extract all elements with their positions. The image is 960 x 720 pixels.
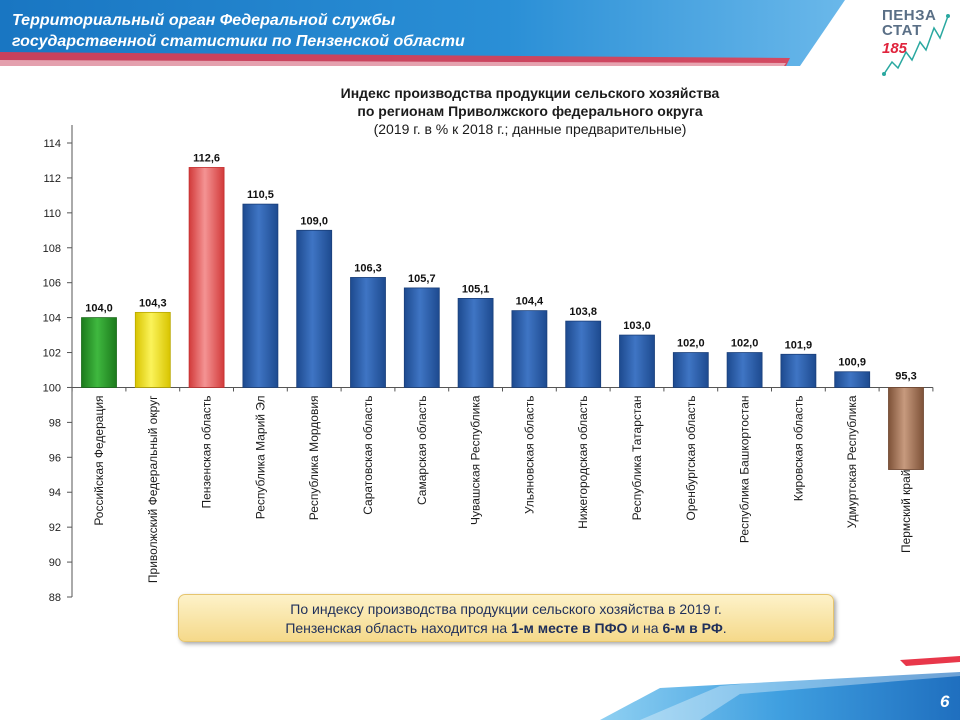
value-label: 105,7 (408, 273, 436, 285)
value-label: 112,6 (193, 152, 220, 164)
y-tick-label: 88 (49, 592, 61, 604)
category-label: Российская Федерация (92, 395, 106, 525)
category-label: Республика Татарстан (630, 395, 644, 520)
bar-10 (565, 320, 602, 388)
category-label: Пермский край (899, 470, 913, 554)
value-label: 110,5 (247, 189, 274, 201)
y-tick-label: 114 (43, 138, 61, 150)
y-tick-label: 102 (43, 348, 61, 360)
bar-11 (619, 334, 655, 388)
value-label: 101,9 (785, 339, 813, 351)
value-label: 105,1 (462, 283, 490, 295)
logo-word-stat: СТАТ (882, 22, 922, 39)
y-tick-label: 110 (43, 208, 61, 220)
logo-graph-icon (882, 14, 950, 76)
chart-title: Индекс производства продукции сельского … (260, 84, 800, 120)
header-title-line-1: Территориальный орган Федеральной службы (12, 12, 396, 29)
y-tick-label: 90 (49, 557, 61, 569)
bar-6 (350, 277, 386, 388)
y-tick-label: 92 (49, 522, 61, 534)
bar-5 (296, 229, 333, 388)
category-label: Республика Башкортостан (738, 395, 752, 543)
bar-16 (888, 387, 924, 470)
bar-13 (726, 352, 763, 388)
value-label: 103,0 (623, 320, 651, 332)
page-number: 6 (940, 692, 950, 711)
category-label: Кировская область (791, 395, 805, 501)
bar-7 (403, 287, 440, 388)
callout-text-a: Пензенская область находится на (285, 620, 512, 636)
callout-text-c: . (722, 620, 727, 636)
value-label: 104,4 (516, 296, 544, 308)
value-label: 100,9 (838, 357, 866, 369)
bar-14 (780, 353, 817, 388)
value-label: 104,0 (85, 303, 113, 315)
category-label: Приволжский Федеральный округ (146, 395, 160, 583)
callout-text-b: и на (627, 620, 663, 636)
y-tick-label: 112 (43, 173, 61, 185)
y-tick-label: 108 (43, 243, 61, 255)
y-tick-label: 96 (49, 452, 61, 464)
chart-subtitle: (2019 г. в % к 2018 г.; данные предварит… (373, 121, 687, 137)
category-label: Пензенская область (200, 395, 214, 508)
bar-4 (242, 203, 279, 388)
bar-9 (511, 310, 548, 388)
bar-1 (81, 317, 117, 388)
value-label: 102,0 (677, 338, 705, 350)
category-label: Ульяновская область (522, 395, 536, 514)
bar-15 (834, 371, 871, 388)
value-label: 104,3 (139, 297, 167, 309)
chart-title-line-2: по регионам Приволжского федерального ок… (357, 103, 703, 119)
y-tick-label: 98 (49, 417, 61, 429)
header-banner (0, 0, 845, 66)
bar-12 (672, 352, 709, 388)
category-label: Саратовская область (361, 395, 375, 514)
y-tick-label: 94 (49, 487, 61, 499)
value-label: 95,3 (895, 370, 916, 382)
logo-word-penza: ПЕНЗА (882, 7, 937, 24)
y-tick-label: 104 (43, 313, 61, 325)
callout-line-1: По индексу производства продукции сельск… (290, 601, 722, 617)
pensastat-logo: ПЕНЗА СТАТ 185 (862, 2, 958, 82)
value-label: 103,8 (569, 306, 597, 318)
category-label: Республика Мордовия (307, 395, 321, 520)
callout-rank-rf: 6-м в РФ (662, 620, 723, 636)
value-label: 109,0 (300, 215, 328, 227)
y-tick-label: 100 (43, 382, 61, 394)
bar-8 (457, 298, 494, 388)
chart-title-line-1: Индекс производства продукции сельского … (340, 85, 720, 101)
header-title-line-2: государственной статистики по Пензенской… (12, 33, 465, 50)
category-label: Чувашская Республика (469, 395, 483, 525)
category-label: Самарская область (415, 395, 429, 505)
callout-line-2: Пензенская область находится на 1-м мест… (179, 619, 833, 638)
bar-3 (188, 167, 225, 388)
category-label: Удмуртская Республика (845, 395, 859, 528)
value-label: 106,3 (354, 262, 382, 274)
callout-rank-pfo: 1-м месте в ПФО (511, 620, 628, 636)
summary-callout: По индексу производства продукции сельск… (178, 594, 834, 642)
value-label: 102,0 (731, 338, 759, 350)
bar-2 (134, 311, 171, 388)
category-label: Оренбургская область (684, 395, 698, 520)
category-label: Республика Марий Эл (253, 395, 267, 519)
logo-number: 185 (882, 40, 908, 57)
category-label: Нижегородская область (576, 395, 590, 528)
y-tick-label: 106 (43, 278, 61, 290)
